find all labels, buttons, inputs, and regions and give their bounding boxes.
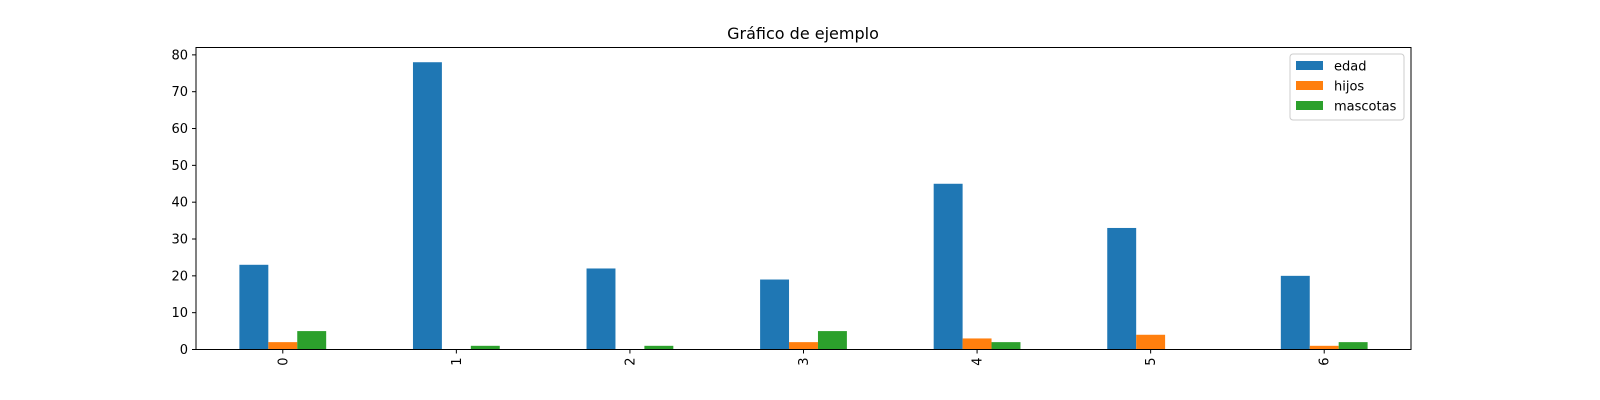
x-tick-label: 2 <box>623 358 638 366</box>
y-tick-label: 50 <box>171 159 188 174</box>
bars-group <box>239 62 1368 350</box>
x-tick-label: 6 <box>1318 358 1333 366</box>
bar-hijos-0 <box>268 342 298 350</box>
bar-hijos-5 <box>1136 334 1166 350</box>
x-tick-label: 5 <box>1144 358 1159 366</box>
bar-edad-1 <box>412 62 442 350</box>
legend-swatch-mascotas <box>1296 101 1323 110</box>
bar-edad-6 <box>1280 275 1310 350</box>
y-tick-label: 20 <box>171 269 188 284</box>
legend-label-mascotas: mascotas <box>1334 100 1397 115</box>
legend-label-edad: edad <box>1334 60 1366 75</box>
bar-hijos-3 <box>789 342 818 350</box>
y-tick-label: 10 <box>171 306 188 321</box>
bar-edad-5 <box>1107 227 1137 350</box>
plot-frame <box>195 47 1412 350</box>
bar-mascotas-4 <box>991 342 1021 350</box>
legend: edad hijos mascotas <box>1289 53 1405 121</box>
bar-edad-4 <box>933 183 963 350</box>
chart-title: Gráfico de ejemplo <box>727 24 879 43</box>
legend-label-hijos: hijos <box>1334 80 1364 95</box>
bar-mascotas-6 <box>1338 342 1368 350</box>
x-tick-label: 1 <box>450 358 465 366</box>
y-tick-label: 40 <box>171 196 188 211</box>
bar-hijos-6 <box>1309 345 1339 350</box>
x-axis: 0 1 2 3 4 5 6 <box>276 349 1333 366</box>
y-tick-label: 0 <box>180 343 188 358</box>
legend-swatch-hijos <box>1296 81 1323 90</box>
bar-edad-3 <box>760 279 790 350</box>
legend-swatch-edad <box>1296 61 1323 70</box>
y-tick-label: 70 <box>171 85 188 100</box>
bar-mascotas-3 <box>817 331 847 350</box>
bar-mascotas-1 <box>470 345 500 350</box>
bar-mascotas-2 <box>644 345 674 350</box>
bar-edad-0 <box>239 264 269 350</box>
bar-hijos-4 <box>962 338 992 350</box>
x-tick-label: 4 <box>971 358 986 366</box>
bar-mascotas-0 <box>297 331 327 350</box>
y-tick-label: 30 <box>171 233 188 248</box>
x-tick-label: 3 <box>797 358 812 366</box>
y-tick-label: 60 <box>171 122 188 137</box>
y-tick-label: 80 <box>171 48 188 63</box>
bar-edad-2 <box>586 268 616 350</box>
x-tick-label: 0 <box>276 358 291 366</box>
y-axis: 0 10 20 30 40 50 60 70 80 <box>171 48 196 358</box>
